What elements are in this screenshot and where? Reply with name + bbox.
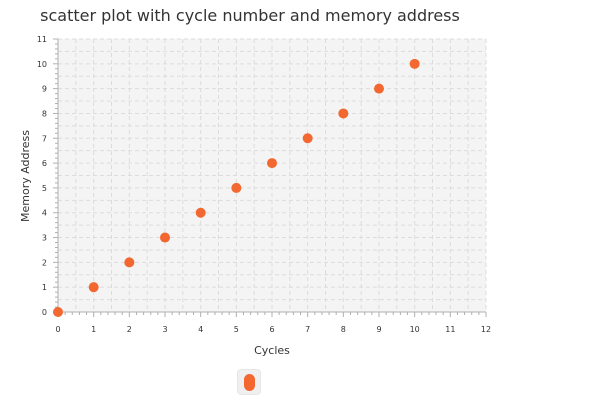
x-axis-label: Cycles bbox=[254, 344, 290, 357]
y-tick-label: 1 bbox=[42, 283, 47, 292]
x-tick-label: 3 bbox=[162, 325, 167, 334]
x-tick-label: 10 bbox=[410, 325, 420, 334]
data-point bbox=[267, 158, 277, 169]
y-tick-label: 6 bbox=[42, 159, 47, 168]
x-tick-label: 11 bbox=[445, 325, 455, 334]
x-tick-label: 12 bbox=[481, 325, 491, 334]
x-tick-label: 2 bbox=[127, 325, 132, 334]
data-point bbox=[338, 108, 349, 119]
legend[interactable] bbox=[237, 369, 261, 395]
data-point bbox=[409, 58, 420, 69]
y-tick-label: 8 bbox=[42, 109, 47, 118]
data-point bbox=[160, 232, 170, 243]
y-axis-label: Memory Address bbox=[19, 130, 32, 222]
data-point bbox=[53, 307, 63, 317]
chart-title: scatter plot with cycle number and memor… bbox=[40, 6, 460, 25]
data-point bbox=[302, 133, 313, 144]
y-tick-label: 11 bbox=[37, 35, 47, 44]
x-tick-label: 5 bbox=[234, 325, 239, 334]
x-tick-label: 0 bbox=[55, 325, 60, 334]
x-tick-label: 8 bbox=[341, 325, 346, 334]
data-point bbox=[124, 257, 135, 268]
y-tick-label: 7 bbox=[42, 134, 47, 143]
data-point bbox=[231, 182, 242, 193]
y-tick-label: 3 bbox=[42, 234, 47, 243]
x-tick-label: 4 bbox=[198, 325, 203, 334]
x-tick-label: 6 bbox=[269, 325, 274, 334]
y-tick-label: 0 bbox=[42, 308, 47, 317]
data-point bbox=[88, 282, 99, 293]
data-point bbox=[374, 83, 384, 94]
y-tick-label: 10 bbox=[37, 60, 47, 69]
x-tick-label: 1 bbox=[91, 325, 96, 334]
data-point bbox=[195, 207, 206, 218]
x-tick-label: 7 bbox=[305, 325, 310, 334]
y-tick-label: 9 bbox=[42, 85, 47, 94]
legend-series-symbol bbox=[244, 374, 255, 391]
x-tick-label: 9 bbox=[376, 325, 381, 334]
y-tick-label: 4 bbox=[42, 209, 47, 218]
y-tick-label: 2 bbox=[42, 258, 47, 267]
data-points bbox=[53, 58, 420, 317]
axes bbox=[53, 38, 487, 317]
y-tick-label: 5 bbox=[42, 184, 47, 193]
